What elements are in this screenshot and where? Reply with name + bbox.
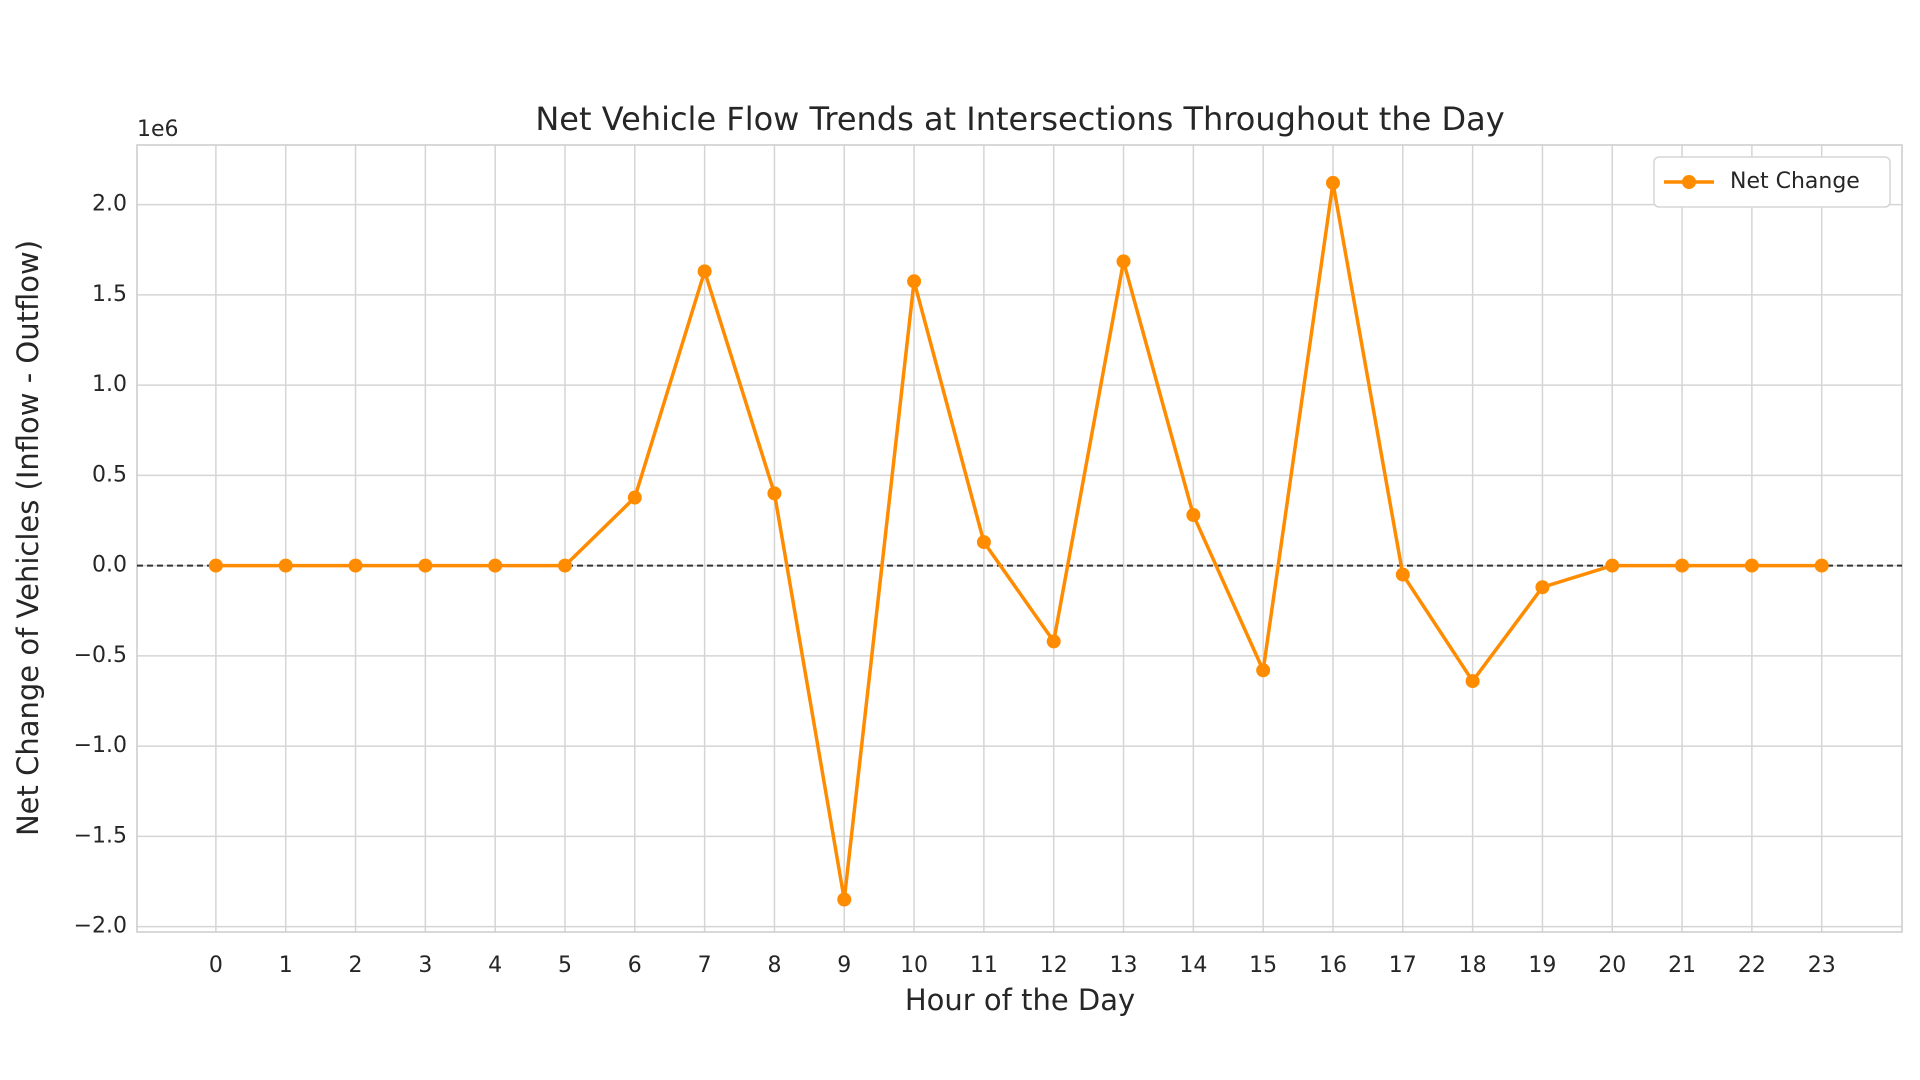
data-point <box>1465 674 1480 689</box>
x-tick-label: 22 <box>1738 953 1766 978</box>
data-point <box>418 558 433 573</box>
data-point <box>1605 558 1620 573</box>
x-tick-label: 20 <box>1598 953 1626 978</box>
x-tick-label: 14 <box>1179 953 1207 978</box>
y-tick-label: −1.5 <box>74 823 127 848</box>
data-point <box>278 558 293 573</box>
data-point <box>348 558 363 573</box>
legend-marker <box>1682 175 1696 189</box>
y-tick-label: 0.0 <box>92 553 127 578</box>
x-tick-label: 12 <box>1040 953 1068 978</box>
data-point <box>1116 254 1131 269</box>
data-point <box>1046 634 1061 649</box>
legend-label: Net Change <box>1730 169 1860 194</box>
x-tick-label: 5 <box>558 953 572 978</box>
x-axis-label: Hour of the Day <box>905 983 1135 1017</box>
x-tick-label: 11 <box>970 953 998 978</box>
data-point <box>1535 580 1550 595</box>
y-axis-label: Net Change of Vehicles (Inflow - Outflow… <box>11 240 45 836</box>
data-point <box>208 558 223 573</box>
x-tick-label: 17 <box>1389 953 1417 978</box>
y-tick-label: −2.0 <box>74 914 127 939</box>
data-line <box>215 182 1822 900</box>
data-point <box>907 274 922 289</box>
x-tick-label: 18 <box>1459 953 1487 978</box>
x-tick-label: 6 <box>628 953 642 978</box>
x-tick-label: 9 <box>837 953 851 978</box>
data-point <box>837 892 852 907</box>
x-tick-label: 21 <box>1668 953 1696 978</box>
x-tick-label: 7 <box>698 953 712 978</box>
x-tick-label: 16 <box>1319 953 1347 978</box>
data-point <box>488 558 503 573</box>
chart-title: Net Vehicle Flow Trends at Intersections… <box>535 100 1504 138</box>
y-tick-label: 1.0 <box>92 372 127 397</box>
y-tick-label: −0.5 <box>74 643 127 668</box>
data-point <box>1395 567 1410 582</box>
x-tick-label: 23 <box>1808 953 1836 978</box>
x-tick-label: 19 <box>1528 953 1556 978</box>
data-point <box>697 264 712 279</box>
data-point <box>1744 558 1759 573</box>
data-point <box>767 486 782 501</box>
data-point <box>1675 558 1690 573</box>
x-tick-label: 1 <box>279 953 293 978</box>
x-tick-label: 0 <box>209 953 223 978</box>
plot-frame <box>136 144 1903 933</box>
y-offset-label: 1e6 <box>137 117 179 142</box>
y-tick-label: 2.0 <box>92 192 127 217</box>
x-tick-label: 13 <box>1110 953 1138 978</box>
y-tick-label: 1.5 <box>92 282 127 307</box>
x-tick-label: 3 <box>418 953 432 978</box>
data-point <box>557 558 572 573</box>
data-point <box>1814 558 1829 573</box>
legend-box <box>1653 156 1891 208</box>
x-tick-label: 4 <box>488 953 502 978</box>
x-tick-label: 8 <box>767 953 781 978</box>
y-tick-label: −1.0 <box>74 733 127 758</box>
data-point <box>976 535 991 550</box>
data-point <box>627 490 642 505</box>
y-tick-label: 0.5 <box>92 462 127 487</box>
data-point <box>1256 663 1271 678</box>
data-point <box>1186 508 1201 523</box>
x-tick-label: 10 <box>900 953 928 978</box>
x-tick-label: 2 <box>349 953 363 978</box>
data-point <box>1325 175 1340 190</box>
x-tick-label: 15 <box>1249 953 1277 978</box>
